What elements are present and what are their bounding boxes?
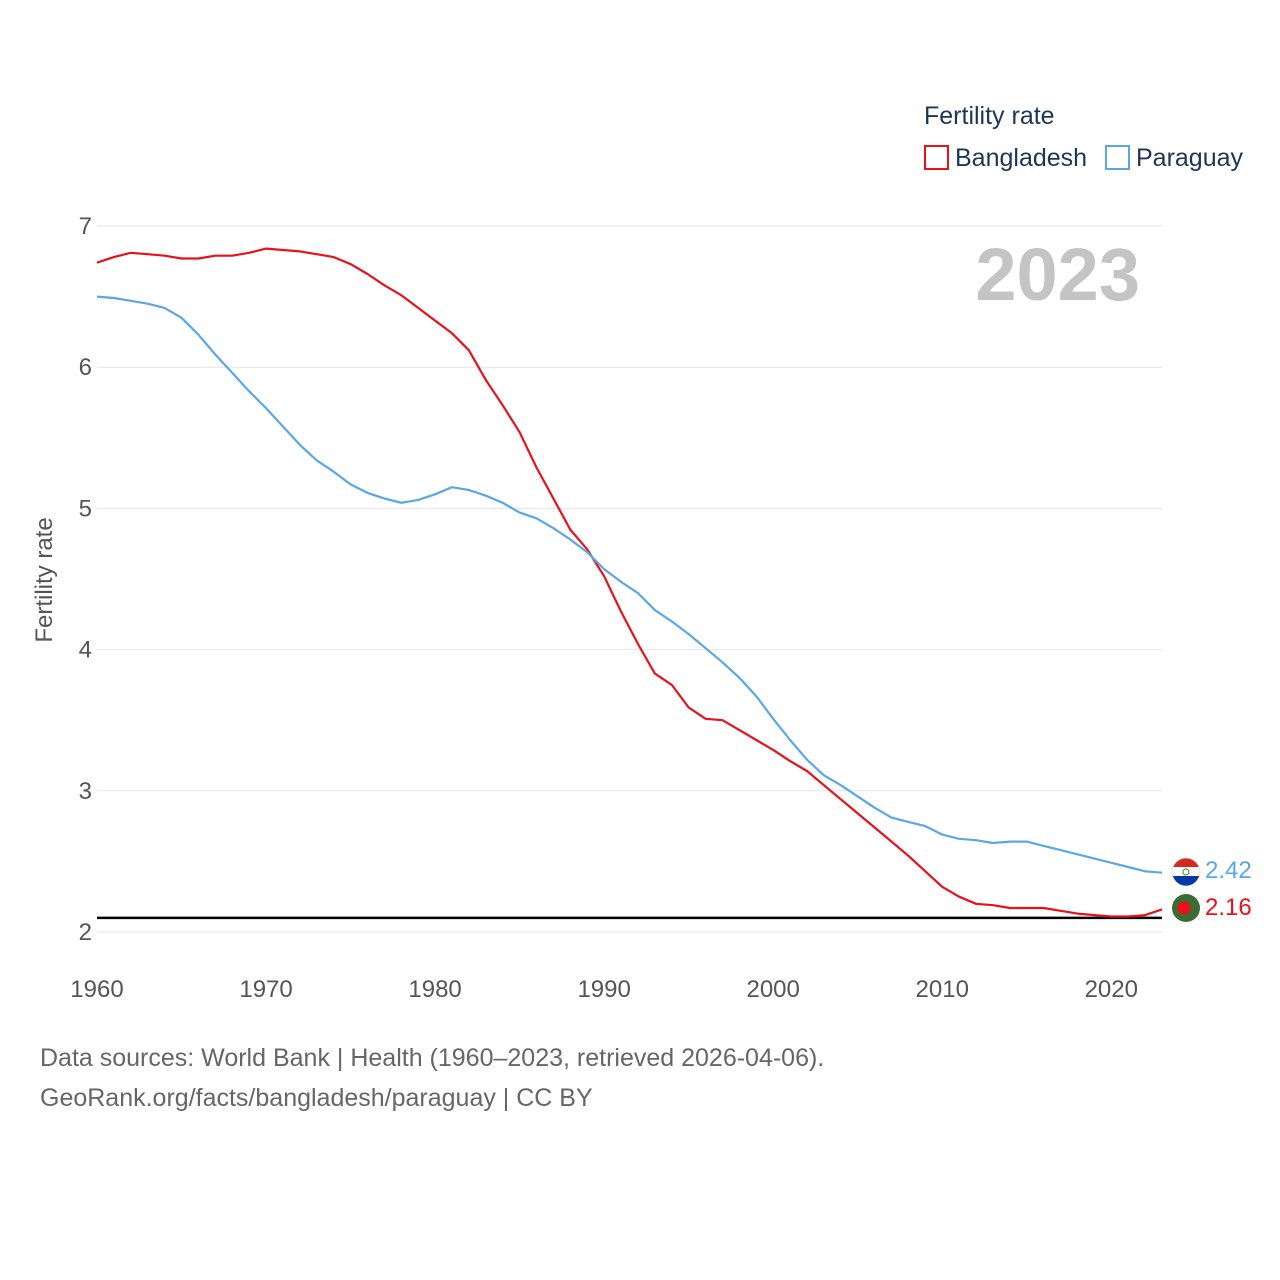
y-tick-label: 5: [79, 495, 92, 522]
source-line-1: Data sources: World Bank | Health (1960–…: [40, 1044, 825, 1072]
current-year-label: 2023: [975, 233, 1140, 316]
legend-title: Fertility rate: [924, 102, 1055, 130]
x-tick-label: 1970: [239, 976, 292, 1003]
legend-swatch-paraguay[interactable]: [1105, 145, 1130, 170]
paraguay-end-value: 2.42: [1205, 857, 1252, 884]
legend-label-bangladesh[interactable]: Bangladesh: [955, 144, 1087, 172]
gridlines: [97, 225, 1162, 933]
series-line-bangladesh[interactable]: [96, 247, 1163, 918]
series-line-paraguay[interactable]: [96, 295, 1163, 874]
y-axis-label: Fertility rate: [31, 517, 58, 642]
legend-swatch-bangladesh[interactable]: [924, 145, 949, 170]
y-tick-label: 7: [79, 213, 92, 240]
bangladesh-flag-icon: [1172, 894, 1200, 922]
paraguay-flag-icon: [1171, 857, 1201, 887]
y-axis-ticks: 2 3 4 5 6 7: [79, 213, 92, 946]
x-tick-label: 1960: [70, 976, 123, 1003]
source-line-2: GeoRank.org/facts/bangladesh/paraguay | …: [40, 1084, 593, 1112]
y-tick-label: 3: [79, 778, 92, 805]
x-tick-label: 1990: [577, 976, 630, 1003]
x-tick-label: 2000: [746, 976, 799, 1003]
y-tick-label: 4: [79, 637, 92, 664]
y-tick-label: 6: [79, 354, 92, 381]
x-tick-label: 2010: [916, 976, 969, 1003]
series-lines: [96, 247, 1163, 918]
legend: Fertility rate Bangladesh Paraguay: [924, 102, 1244, 172]
bangladesh-end-value: 2.16: [1205, 894, 1252, 921]
x-axis-ticks: 1960 1970 1980 1990 2000 2010 2020: [70, 976, 1138, 1003]
y-tick-label: 2: [79, 919, 92, 946]
x-tick-label: 2020: [1085, 976, 1138, 1003]
legend-label-paraguay[interactable]: Paraguay: [1136, 144, 1244, 172]
x-tick-label: 1980: [408, 976, 461, 1003]
